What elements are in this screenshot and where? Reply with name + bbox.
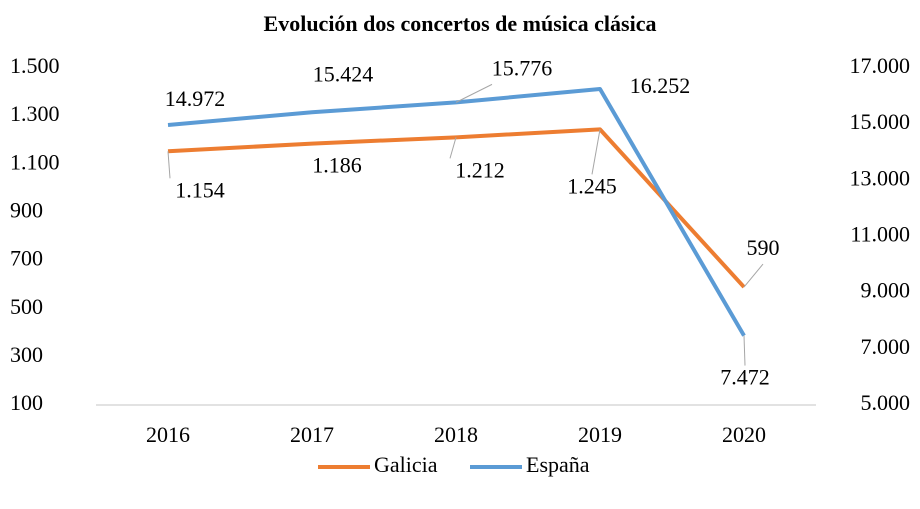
y-tick-label: 500 xyxy=(10,294,43,319)
y2-tick-label: 5.000 xyxy=(861,390,911,415)
data-label: 14.972 xyxy=(165,86,226,111)
y2-tick-label: 17.000 xyxy=(850,53,911,78)
data-label: 16.252 xyxy=(630,73,691,98)
y-tick-label: 100 xyxy=(10,390,43,415)
legend-label: Galicia xyxy=(374,452,438,477)
data-label: 1.212 xyxy=(455,157,505,182)
y2-tick-label: 9.000 xyxy=(861,278,911,303)
data-label: 15.776 xyxy=(492,55,553,80)
y2-tick-label: 13.000 xyxy=(850,165,911,190)
data-label: 1.186 xyxy=(312,153,362,178)
data-label: 1.245 xyxy=(567,173,617,198)
x-tick-label: 2017 xyxy=(290,422,334,447)
y2-tick-label: 11.000 xyxy=(850,222,910,247)
chart-title: Evolución dos concertos de música clásic… xyxy=(264,11,657,36)
y-tick-label: 1.500 xyxy=(10,53,60,78)
y-tick-label: 1.100 xyxy=(10,149,60,174)
y2-tick-label: 7.000 xyxy=(861,334,911,359)
series-line xyxy=(167,127,746,289)
x-tick-label: 2016 xyxy=(146,422,190,447)
leader-line xyxy=(455,83,493,103)
y-tick-label: 900 xyxy=(10,197,43,222)
data-label: 590 xyxy=(747,235,780,260)
leader-line xyxy=(743,263,764,288)
x-tick-label: 2020 xyxy=(722,422,766,447)
y-tick-label: 700 xyxy=(10,246,43,271)
x-tick-label: 2019 xyxy=(578,422,622,447)
y-tick-label: 1.300 xyxy=(10,101,60,126)
y2-tick-label: 15.000 xyxy=(850,109,911,134)
legend-label: España xyxy=(526,452,590,477)
x-tick-label: 2018 xyxy=(434,422,478,447)
leader-line xyxy=(449,137,457,159)
y-tick-label: 300 xyxy=(10,342,43,367)
data-label: 1.154 xyxy=(175,177,225,202)
leader-line xyxy=(591,129,601,175)
leader-line xyxy=(743,335,746,366)
data-label: 15.424 xyxy=(313,61,374,86)
data-label: 7.472 xyxy=(720,365,770,390)
series-line xyxy=(167,87,746,337)
leader-line xyxy=(167,151,171,179)
